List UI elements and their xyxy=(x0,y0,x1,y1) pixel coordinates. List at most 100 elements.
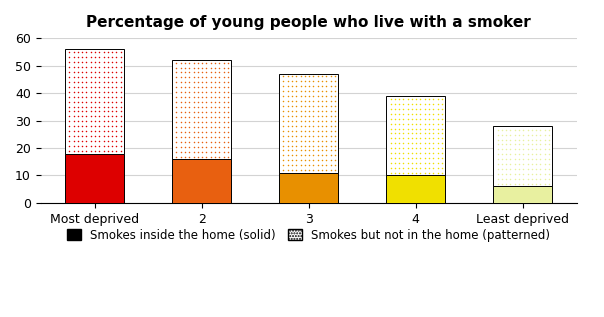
Point xyxy=(399,171,408,176)
Point xyxy=(210,65,220,70)
Point xyxy=(108,94,117,99)
Point xyxy=(390,121,400,126)
Point xyxy=(193,60,203,65)
Point xyxy=(103,55,113,60)
Point xyxy=(321,168,331,173)
Point xyxy=(77,148,87,153)
Point xyxy=(437,171,447,176)
Point xyxy=(90,60,100,65)
Point xyxy=(399,141,408,146)
Point xyxy=(540,152,550,157)
Point xyxy=(386,151,396,156)
Point xyxy=(510,177,519,182)
Point xyxy=(188,100,198,105)
Point xyxy=(403,126,413,131)
Point xyxy=(518,177,528,182)
Point xyxy=(99,79,109,84)
Point xyxy=(278,94,288,99)
Point xyxy=(433,111,443,116)
Point xyxy=(321,123,331,128)
Point xyxy=(522,142,532,147)
Point xyxy=(65,79,74,84)
Point xyxy=(506,137,515,142)
Point xyxy=(65,124,74,129)
Point xyxy=(292,113,301,119)
Point xyxy=(198,109,207,114)
Point xyxy=(321,138,331,143)
Point xyxy=(172,144,181,149)
Point xyxy=(219,139,228,144)
Point xyxy=(82,148,91,153)
Point xyxy=(497,167,507,172)
Point xyxy=(278,163,288,168)
Point xyxy=(188,70,198,75)
Point xyxy=(510,167,519,172)
Point xyxy=(198,65,207,70)
Point xyxy=(94,89,104,94)
Point xyxy=(399,151,408,156)
Point xyxy=(198,60,207,65)
Point xyxy=(94,104,104,109)
Point xyxy=(214,120,224,125)
Point xyxy=(433,141,443,146)
Point xyxy=(313,148,323,153)
Point xyxy=(73,74,83,79)
Point xyxy=(112,114,121,119)
Point xyxy=(99,114,109,119)
Point xyxy=(501,152,511,157)
Point xyxy=(283,123,292,128)
Point xyxy=(390,101,400,106)
Point xyxy=(292,123,301,128)
Point xyxy=(317,163,327,168)
Point xyxy=(428,111,438,116)
Point xyxy=(313,158,323,163)
Point xyxy=(223,120,233,125)
Point xyxy=(65,69,74,74)
Point xyxy=(300,118,310,123)
Point xyxy=(309,153,318,158)
Point xyxy=(437,146,447,151)
Point xyxy=(514,171,524,177)
Point xyxy=(65,64,74,69)
Point xyxy=(506,142,515,147)
Point xyxy=(309,163,318,168)
Point xyxy=(428,116,438,121)
Point xyxy=(501,137,511,142)
Point xyxy=(90,134,100,139)
Point xyxy=(313,94,323,99)
Point xyxy=(403,141,413,146)
Point xyxy=(437,136,447,141)
Point xyxy=(112,99,121,104)
Point xyxy=(188,95,198,100)
Point xyxy=(304,163,314,168)
Point xyxy=(184,60,194,65)
Point xyxy=(399,96,408,101)
Point xyxy=(506,157,515,162)
Point xyxy=(420,111,429,116)
Point xyxy=(522,137,532,142)
Point xyxy=(198,134,207,139)
Point xyxy=(326,163,335,168)
Point xyxy=(544,171,554,177)
Point xyxy=(180,149,190,154)
Point xyxy=(86,119,95,124)
Point xyxy=(317,113,327,119)
Point xyxy=(317,94,327,99)
Point xyxy=(300,79,310,84)
Point xyxy=(506,152,515,157)
Point xyxy=(116,60,126,65)
Point xyxy=(180,139,190,144)
Point xyxy=(330,79,339,84)
Point xyxy=(313,143,323,148)
Point xyxy=(283,153,292,158)
Point xyxy=(424,106,434,111)
Point xyxy=(399,121,408,126)
Point xyxy=(424,136,434,141)
Point xyxy=(172,95,181,100)
Point xyxy=(214,154,224,159)
Point xyxy=(296,108,306,113)
Point xyxy=(278,128,288,133)
Point xyxy=(210,85,220,90)
Point xyxy=(326,113,335,119)
Point xyxy=(497,181,507,186)
